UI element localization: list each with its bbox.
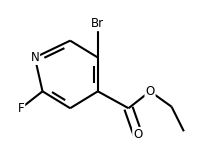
Text: F: F (18, 102, 24, 115)
Text: N: N (30, 51, 39, 64)
Text: O: O (145, 85, 155, 98)
Text: O: O (133, 128, 142, 141)
Text: Br: Br (91, 17, 104, 30)
